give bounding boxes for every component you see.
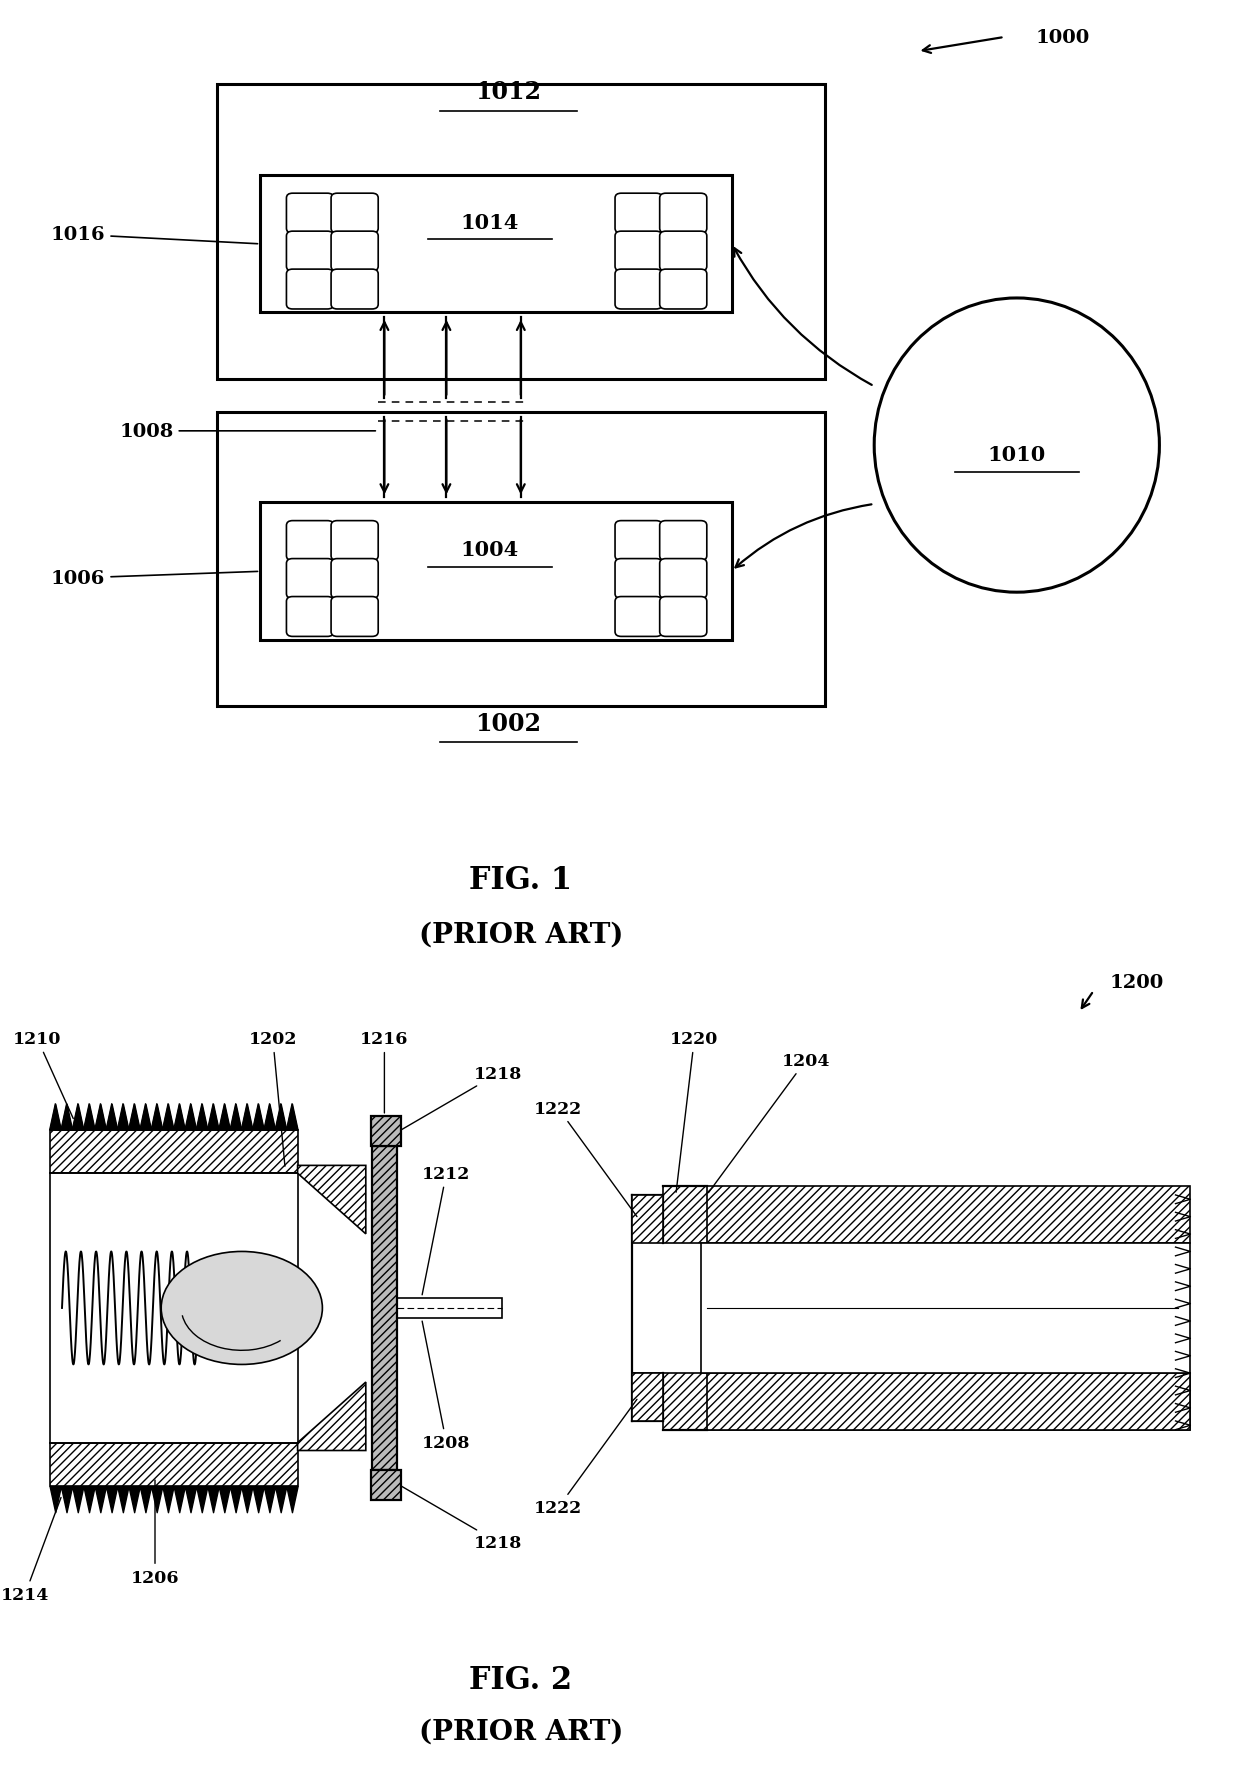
Text: 1008: 1008: [119, 422, 376, 440]
FancyBboxPatch shape: [331, 558, 378, 599]
Polygon shape: [298, 1383, 366, 1450]
Text: 1222: 1222: [534, 1099, 637, 1216]
Text: FIG. 1: FIG. 1: [469, 865, 573, 895]
Text: 1214: 1214: [0, 1498, 61, 1603]
FancyBboxPatch shape: [615, 269, 662, 310]
Bar: [217, 85, 825, 379]
FancyBboxPatch shape: [331, 598, 378, 637]
Circle shape: [161, 1252, 322, 1365]
FancyBboxPatch shape: [331, 521, 378, 562]
FancyBboxPatch shape: [660, 269, 707, 310]
Bar: [50, 1174, 298, 1443]
Bar: [701, 1374, 1190, 1429]
FancyBboxPatch shape: [660, 521, 707, 562]
Text: 1222: 1222: [534, 1399, 637, 1516]
FancyBboxPatch shape: [660, 232, 707, 271]
FancyBboxPatch shape: [286, 598, 334, 637]
Text: 1200: 1200: [1110, 973, 1164, 991]
FancyBboxPatch shape: [615, 232, 662, 271]
Bar: [371, 1117, 401, 1147]
FancyBboxPatch shape: [286, 232, 334, 271]
Bar: [632, 1195, 663, 1243]
Text: 1016: 1016: [51, 227, 258, 245]
Text: 1202: 1202: [248, 1030, 298, 1167]
FancyBboxPatch shape: [615, 558, 662, 599]
Bar: [260, 504, 732, 640]
FancyBboxPatch shape: [331, 193, 378, 234]
Bar: [371, 1470, 401, 1500]
Text: 1212: 1212: [422, 1165, 470, 1294]
Text: 1002: 1002: [475, 711, 542, 736]
FancyBboxPatch shape: [286, 269, 334, 310]
Text: (PRIOR ART): (PRIOR ART): [419, 920, 622, 949]
FancyBboxPatch shape: [286, 558, 334, 599]
Bar: [663, 1186, 707, 1243]
FancyBboxPatch shape: [286, 521, 334, 562]
Text: FIG. 2: FIG. 2: [469, 1663, 573, 1695]
Polygon shape: [298, 1165, 366, 1234]
FancyBboxPatch shape: [331, 269, 378, 310]
Bar: [701, 1243, 1190, 1374]
FancyBboxPatch shape: [286, 193, 334, 234]
FancyBboxPatch shape: [615, 193, 662, 234]
Text: 1010: 1010: [988, 445, 1045, 465]
FancyBboxPatch shape: [660, 193, 707, 234]
Text: 1006: 1006: [51, 569, 258, 587]
Text: 1208: 1208: [422, 1321, 471, 1452]
Bar: [50, 1129, 298, 1174]
Text: 1204: 1204: [708, 1051, 831, 1193]
Bar: [50, 1443, 298, 1486]
FancyBboxPatch shape: [615, 598, 662, 637]
Text: 1216: 1216: [360, 1030, 409, 1113]
Bar: [260, 176, 732, 314]
Text: 1210: 1210: [12, 1030, 73, 1119]
Text: 1012: 1012: [475, 80, 542, 105]
Bar: [397, 1298, 502, 1319]
Text: 1218: 1218: [402, 1486, 522, 1551]
Bar: [632, 1374, 663, 1422]
Text: 1014: 1014: [460, 213, 520, 232]
Text: 1004: 1004: [461, 539, 518, 560]
FancyBboxPatch shape: [615, 521, 662, 562]
Bar: [663, 1374, 707, 1429]
Bar: [701, 1186, 1190, 1243]
Bar: [701, 1374, 1190, 1429]
Text: 1206: 1206: [130, 1480, 180, 1587]
Bar: [217, 413, 825, 707]
Text: 1218: 1218: [402, 1066, 522, 1129]
Bar: [372, 1147, 397, 1470]
FancyBboxPatch shape: [660, 598, 707, 637]
Text: 1000: 1000: [1035, 28, 1090, 46]
FancyBboxPatch shape: [660, 558, 707, 599]
FancyBboxPatch shape: [331, 232, 378, 271]
Text: (PRIOR ART): (PRIOR ART): [419, 1718, 622, 1745]
Text: 1220: 1220: [670, 1030, 719, 1193]
Bar: [632, 1374, 663, 1422]
